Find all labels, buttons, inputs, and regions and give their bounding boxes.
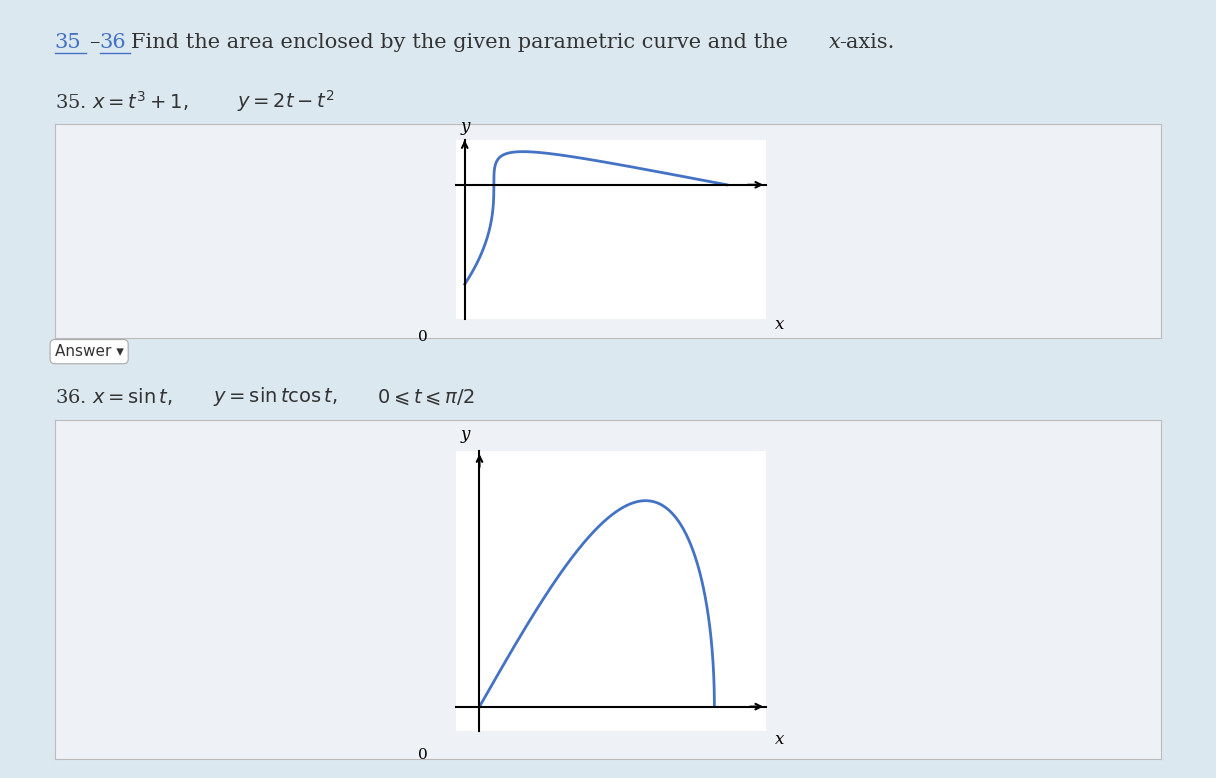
- Text: $y = 2t - t^2$: $y = 2t - t^2$: [237, 88, 336, 114]
- Text: 0: 0: [418, 748, 428, 762]
- Text: y: y: [461, 117, 471, 135]
- Text: 36: 36: [100, 33, 126, 52]
- Text: –: –: [89, 33, 100, 52]
- Text: Answer ▾: Answer ▾: [55, 344, 124, 359]
- Text: 35: 35: [55, 33, 81, 52]
- Text: $0 \leqslant t \leqslant \pi/2$: $0 \leqslant t \leqslant \pi/2$: [377, 387, 474, 407]
- Text: -axis.: -axis.: [839, 33, 895, 52]
- Text: x: x: [776, 731, 784, 748]
- Text: 36. $x = \sin t,$: 36. $x = \sin t,$: [55, 387, 173, 407]
- Text: y: y: [461, 426, 471, 443]
- Text: x: x: [776, 316, 784, 333]
- Text: 0: 0: [418, 330, 428, 344]
- Text: 35. $x = t^3 + 1,$: 35. $x = t^3 + 1,$: [55, 89, 188, 113]
- Text: x: x: [829, 33, 841, 52]
- Text: $y = \sin t \cos t,$: $y = \sin t \cos t,$: [213, 385, 337, 408]
- Text: Find the area enclosed by the given parametric curve and the: Find the area enclosed by the given para…: [131, 33, 795, 52]
